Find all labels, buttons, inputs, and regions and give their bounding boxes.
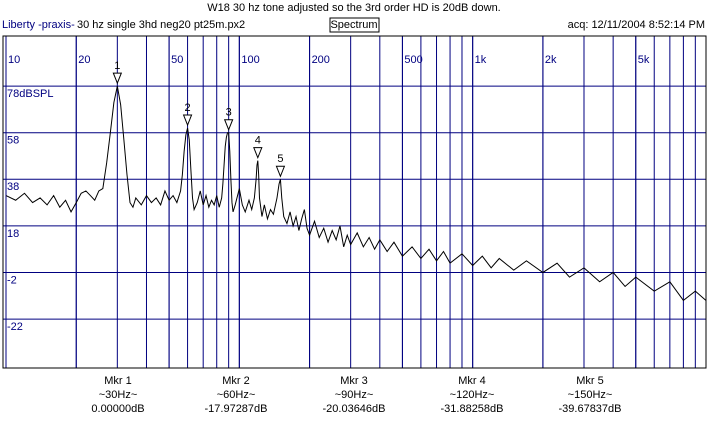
- marker-level: 0.00000dB: [91, 403, 144, 415]
- x-tick-label: 200: [312, 54, 330, 66]
- marker-tag: 4: [255, 135, 261, 147]
- y-tick-label: -2: [7, 274, 17, 286]
- plot: 10 20 50 100 200 500 1k 2k 5k 78dBSPL 58 38 18 -2 -22 1…: [3, 36, 707, 368]
- mode-label[interactable]: Spectrum: [330, 19, 377, 31]
- x-tick-label: 2k: [545, 54, 557, 66]
- file-name: 30 hz single 3hd neg20 pt25m.px2: [77, 19, 245, 31]
- window-title: W18 30 hz tone adjusted so the 3rd order…: [207, 2, 501, 14]
- marker-triangle: [275, 165, 286, 178]
- spectrum-trace: [5, 85, 707, 302]
- marker-name: Mkr 3: [340, 375, 368, 387]
- marker-name: Mkr 5: [576, 375, 604, 387]
- x-tick-label: 100: [241, 54, 259, 66]
- marker-freq: ~150Hz~: [568, 389, 613, 401]
- x-tick-label: 50: [171, 54, 183, 66]
- marker-triangle: [253, 147, 263, 159]
- marker-tag: 5: [277, 153, 283, 165]
- marker-triangle: [112, 72, 123, 85]
- x-tick-label: 20: [78, 54, 90, 66]
- marker-readout: Mkr 1 ~30Hz~ 0.00000dB Mkr 2 ~60Hz~ -17.97287…: [91, 375, 621, 415]
- marker-triangle: [182, 114, 193, 127]
- acq-time: acq: 12/11/2004 8:52:14 PM: [568, 19, 705, 31]
- x-tick-label: 10: [8, 54, 20, 66]
- marker-level: -39.67837dB: [559, 403, 622, 415]
- marker-tag: 2: [185, 102, 191, 114]
- marker-tag: 1: [114, 60, 120, 72]
- y-tick-label: 58: [7, 135, 19, 147]
- marker-freq: ~30Hz~: [99, 389, 138, 401]
- marker-level: -20.03646dB: [323, 403, 386, 415]
- marker-freq: ~60Hz~: [217, 389, 256, 401]
- marker-triangle: [223, 119, 234, 132]
- app-name: Liberty -praxis-: [2, 19, 75, 31]
- marker-freq: ~120Hz~: [450, 389, 495, 401]
- y-tick-label: 18: [7, 228, 19, 240]
- marker-name: Mkr 1: [104, 375, 132, 387]
- marker-name: Mkr 2: [222, 375, 250, 387]
- y-tick-label: 78dBSPL: [7, 88, 53, 100]
- y-tick-label: -22: [7, 321, 23, 333]
- marker-level: -31.88258dB: [441, 403, 504, 415]
- marker-tag: 3: [226, 107, 232, 119]
- mode-button[interactable]: [329, 17, 380, 33]
- marker-level: -17.97287dB: [205, 403, 268, 415]
- y-tick-label: 38: [7, 181, 19, 193]
- plot-border: [2, 35, 707, 369]
- x-tick-label: 500: [404, 54, 422, 66]
- marker-freq: ~90Hz~: [335, 389, 374, 401]
- x-tick-label: 5k: [638, 54, 650, 66]
- x-tick-label: 1k: [475, 54, 487, 66]
- marker-name: Mkr 4: [458, 375, 486, 387]
